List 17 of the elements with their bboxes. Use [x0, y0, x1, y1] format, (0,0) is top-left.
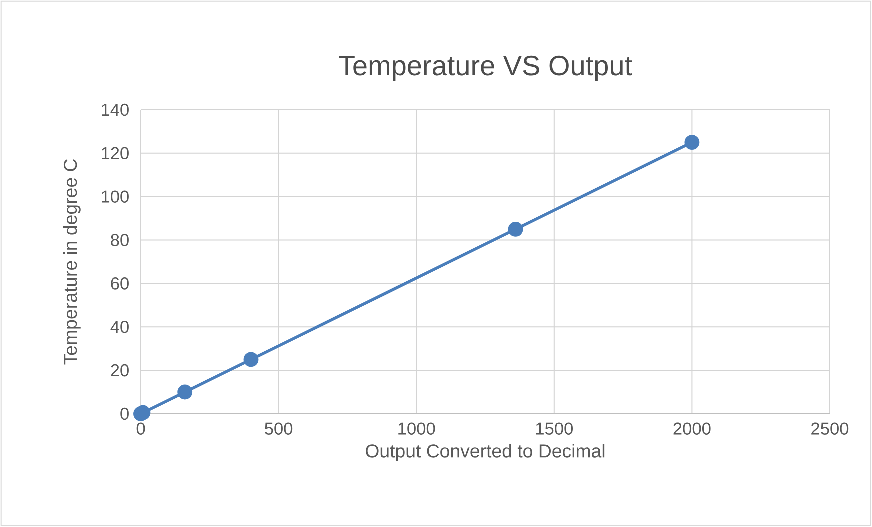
y-tick-label: 0	[120, 408, 129, 420]
x-tick-label: 500	[265, 422, 293, 435]
chart-title: Temperature VS Output	[339, 56, 632, 82]
y-tick-label: 100	[102, 190, 129, 203]
y-tick-label: 60	[111, 278, 129, 290]
y-axis-title: Temperature in degree C	[63, 160, 81, 365]
x-tick-label: 2500	[812, 422, 849, 435]
x-tick-label: 1500	[536, 422, 573, 435]
y-tick-label: 120	[102, 147, 129, 160]
y-tick-label: 20	[111, 364, 129, 377]
y-tick-label: 140	[102, 104, 129, 116]
x-tick-label: 2000	[674, 422, 711, 435]
x-axis-title: Output Converted to Decimal	[366, 444, 605, 462]
y-tick-label: 80	[111, 234, 129, 246]
y-tick-label: 40	[110, 320, 129, 334]
x-tick-label: 1000	[398, 422, 436, 435]
x-tick-label: 0	[136, 422, 146, 435]
